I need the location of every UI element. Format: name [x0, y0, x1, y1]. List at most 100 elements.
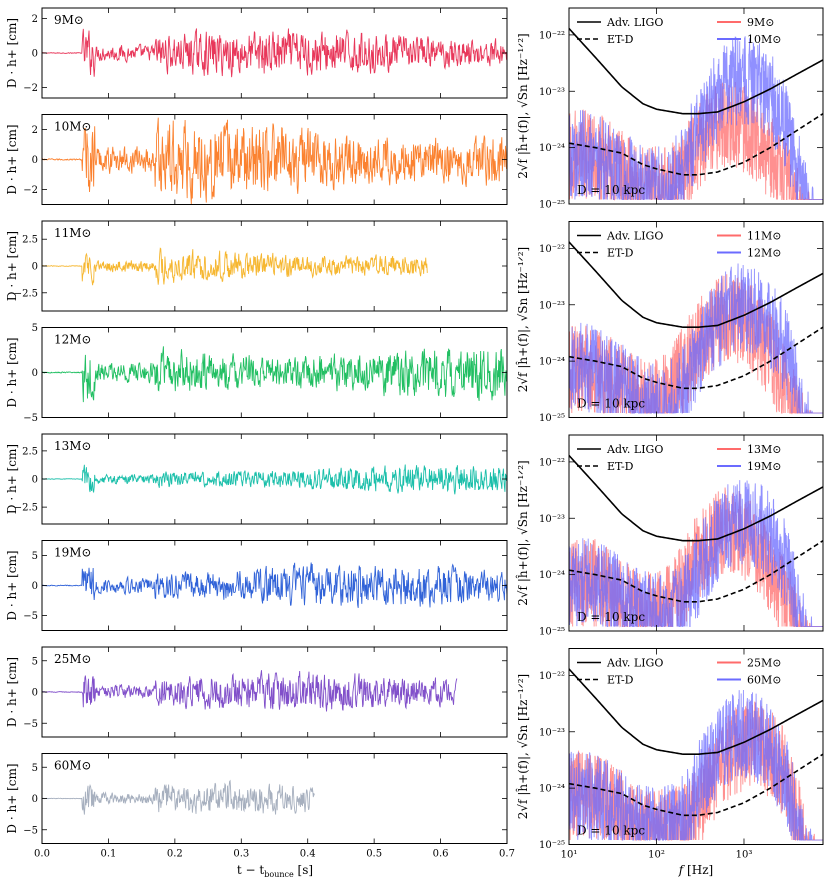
- spectrum-panel-frame: [568, 221, 824, 418]
- y-tick-label: 10⁻²²: [539, 457, 565, 468]
- legend-etd: ET-D: [607, 33, 634, 46]
- model-legend: 13M⊙ 19M⊙: [717, 443, 781, 473]
- x-tick-label: 0.5: [366, 849, 382, 860]
- y-tick-label: 2.5: [22, 235, 38, 246]
- time-panel-60: −5 0 5 0.0 0.1 0.2 0.3 0.4 0.5 0.6 0.7 60M⊙ D · h+ […: [5, 753, 515, 860]
- y-tick-label: 0: [32, 49, 38, 60]
- spectra-column: 10⁻²² 10⁻²³ 10⁻²⁴ 10⁻²⁵ Adv. LIGO ET-D 9M⊙ 10M⊙…: [515, 7, 824, 861]
- time-panel-frame: [41, 753, 508, 844]
- spectrum-y-axis-label: 2√f |ĥ+(f)|, √Sn [Hz⁻¹ᐟ²]: [515, 460, 530, 605]
- y-tick-label: −5: [23, 825, 38, 836]
- y-tick-label: 2: [32, 125, 38, 136]
- y-tick-label: −2.5: [14, 288, 38, 299]
- etd-curve: [569, 753, 823, 817]
- y-tick-label: 5: [32, 323, 38, 334]
- mass-label: 25M⊙: [54, 652, 92, 666]
- legend-blue-model: 10M⊙: [747, 33, 781, 46]
- y-tick-label: −5: [23, 413, 38, 424]
- detector-legend: Adv. LIGO ET-D: [577, 657, 663, 687]
- legend-red-model: 9M⊙: [747, 16, 774, 29]
- waveform-series-60: [42, 779, 315, 815]
- y-tick-label: 0: [32, 688, 38, 699]
- mass-label: 60M⊙: [54, 759, 92, 773]
- etd-curve: [569, 326, 823, 390]
- legend-etd: ET-D: [607, 247, 634, 260]
- legend-red-model: 25M⊙: [747, 657, 781, 670]
- time-y-axis-label: D · h+ [cm]: [5, 124, 19, 194]
- time-y-axis-label: D · h+ [cm]: [5, 763, 19, 833]
- legend-etd: ET-D: [607, 674, 634, 687]
- time-series-column: −202 9M⊙D · h+ [cm]−202 10M⊙D · h+ [cm]−2.…: [5, 7, 515, 860]
- legend-blue-model: 12M⊙: [747, 247, 781, 260]
- x-tick-label: 10²: [648, 850, 665, 861]
- legend-etd: ET-D: [607, 460, 634, 473]
- waveform-series-9: [42, 28, 507, 78]
- y-tick-label: −2.5: [14, 503, 38, 514]
- legend-advligo: Adv. LIGO: [606, 16, 663, 29]
- y-tick-label: 10⁻²⁴: [539, 357, 565, 368]
- y-tick-label: 10⁻²²: [539, 244, 565, 255]
- legend-advligo: Adv. LIGO: [606, 657, 663, 670]
- y-tick-label: −2: [23, 185, 38, 196]
- mass-label: 10M⊙: [54, 120, 92, 134]
- y-tick-label: 10⁻²⁵: [539, 840, 565, 851]
- time-panel-25: −5 0 5 25M⊙ D · h+ [cm]: [5, 646, 508, 738]
- time-y-axis-label: D · h+ [cm]: [5, 231, 19, 301]
- y-tick-label: 10⁻²²: [539, 671, 565, 682]
- detector-legend: Adv. LIGO ET-D: [577, 443, 663, 473]
- waveform-series-13: [42, 464, 507, 495]
- distance-annotation: D = 10 kpc: [577, 397, 645, 411]
- time-y-axis-label: D · h+ [cm]: [5, 657, 19, 727]
- freq-x-axis-label: f [Hz]: [678, 863, 713, 877]
- x-tick-label: 0.1: [100, 849, 116, 860]
- y-tick-label: −5: [23, 611, 38, 622]
- y-tick-label: 2: [32, 14, 38, 25]
- detector-legend: Adv. LIGO ET-D: [577, 16, 663, 46]
- mass-label: 11M⊙: [54, 226, 92, 240]
- time-y-axis-label: D · h+ [cm]: [5, 550, 19, 620]
- y-tick-label: 0: [32, 155, 38, 166]
- y-tick-label: 10⁻²⁴: [539, 143, 565, 154]
- time-panel-10: −2 0 2 10M⊙ D · h+ [cm]: [5, 114, 508, 205]
- legend-advligo: Adv. LIGO: [606, 443, 663, 456]
- mass-label: 13M⊙: [54, 439, 92, 453]
- etd-curve: [569, 113, 823, 176]
- time-panel-19: −5 0 5 19M⊙ D · h+ [cm]: [5, 540, 508, 631]
- waveform-series-19: [42, 562, 507, 608]
- advligo-curve: [569, 27, 823, 115]
- y-tick-label: 10⁻²³: [539, 300, 565, 311]
- y-tick-label: −5: [23, 719, 38, 730]
- time-panel-12: −5 0 5 12M⊙ D · h+ [cm]: [5, 323, 508, 424]
- detector-legend: Adv. LIGO ET-D: [577, 230, 663, 260]
- y-tick-label: 10⁻²⁵: [539, 413, 565, 424]
- spectrum-panel-1: 10⁻²² 10⁻²³ 10⁻²⁴ 10⁻²⁵ Adv. LIGO ET-D 11M⊙ 12M…: [515, 221, 824, 424]
- spectrum-series-60: [569, 690, 823, 841]
- distance-annotation: D = 10 kpc: [577, 824, 645, 838]
- x-tick-label: 10³: [736, 850, 753, 861]
- y-tick-label: 0: [32, 581, 38, 592]
- legend-blue-model: 60M⊙: [747, 674, 781, 687]
- model-legend: 9M⊙ 10M⊙: [717, 16, 781, 46]
- waveform-series-12: [42, 346, 507, 403]
- distance-annotation: D = 10 kpc: [577, 610, 645, 624]
- waveform-series-25: [42, 670, 458, 712]
- y-tick-label: 10⁻²³: [539, 87, 565, 98]
- spectrum-y-axis-label: 2√f |ĥ+(f)|, √Sn [Hz⁻¹ᐟ²]: [515, 33, 530, 178]
- y-tick-label: 5: [32, 551, 38, 562]
- y-tick-label: 10⁻²⁴: [539, 784, 565, 795]
- spectrum-panel-frame: [568, 7, 824, 205]
- y-tick-label: −2: [23, 83, 38, 94]
- y-tick-label: 0: [32, 794, 38, 805]
- x-tick-label: 0.0: [34, 849, 50, 860]
- waveform-series-11: [42, 247, 428, 286]
- spectrum-panel-2: 10⁻²² 10⁻²³ 10⁻²⁴ 10⁻²⁵ Adv. LIGO ET-D 13M⊙ 19M…: [515, 434, 824, 638]
- time-panel-13: −2.5 0 2.5 13M⊙ D · h+ [cm]: [5, 433, 508, 525]
- waveform-series-10: [42, 117, 507, 205]
- x-tick-label: 0.3: [233, 849, 249, 860]
- y-tick-label: 5: [32, 656, 38, 667]
- y-tick-label: 10⁻²³: [539, 514, 565, 525]
- mass-label: 19M⊙: [54, 546, 92, 560]
- y-tick-label: 10⁻²³: [539, 727, 565, 738]
- y-tick-label: 0: [32, 475, 38, 486]
